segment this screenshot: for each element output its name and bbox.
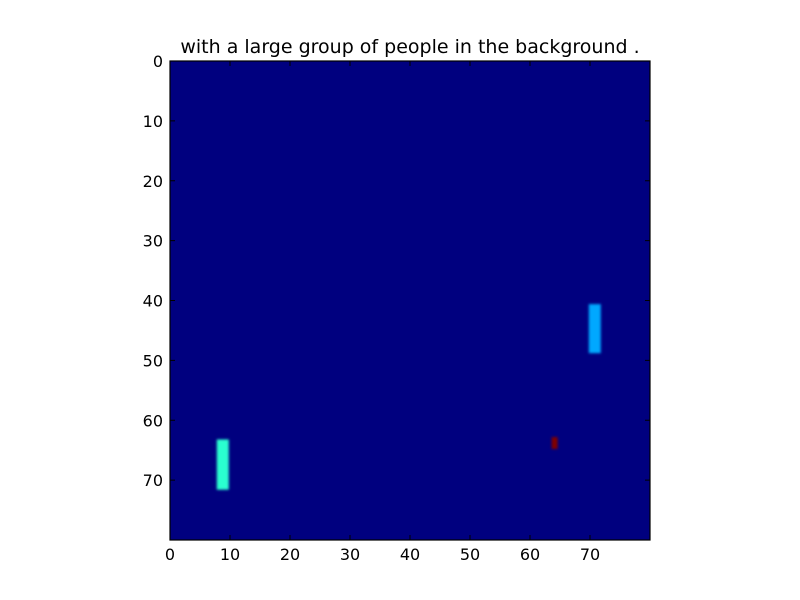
x-tick-label: 60 [520,545,540,564]
y-tick-label: 40 [143,292,163,311]
y-tick-label: 20 [143,172,163,191]
heatmap-hotspot-2 [588,304,601,354]
y-tick-label: 60 [143,411,163,430]
y-tick-label: 30 [143,232,163,251]
heatmap-hotspots [216,304,601,490]
heatmap-hotspot-3 [551,437,558,449]
x-axis-ticks: 0 10 20 30 40 50 60 70 [165,61,600,564]
x-tick-label: 30 [340,545,360,564]
y-axis-ticks: 0 10 20 30 40 50 60 70 [143,52,650,490]
x-tick-label: 50 [460,545,480,564]
y-tick-label: 50 [143,351,163,370]
heatmap-background [170,61,650,540]
x-tick-label: 40 [400,545,420,564]
x-tick-label: 10 [220,545,240,564]
x-tick-label: 0 [165,545,175,564]
y-tick-label: 70 [143,471,163,490]
y-tick-label: 10 [143,112,163,131]
x-tick-label: 70 [580,545,600,564]
chart-title: with a large group of people in the back… [180,36,639,58]
x-tick-label: 20 [280,545,300,564]
heatmap-hotspot-1 [216,439,229,490]
y-tick-label: 0 [153,52,163,71]
